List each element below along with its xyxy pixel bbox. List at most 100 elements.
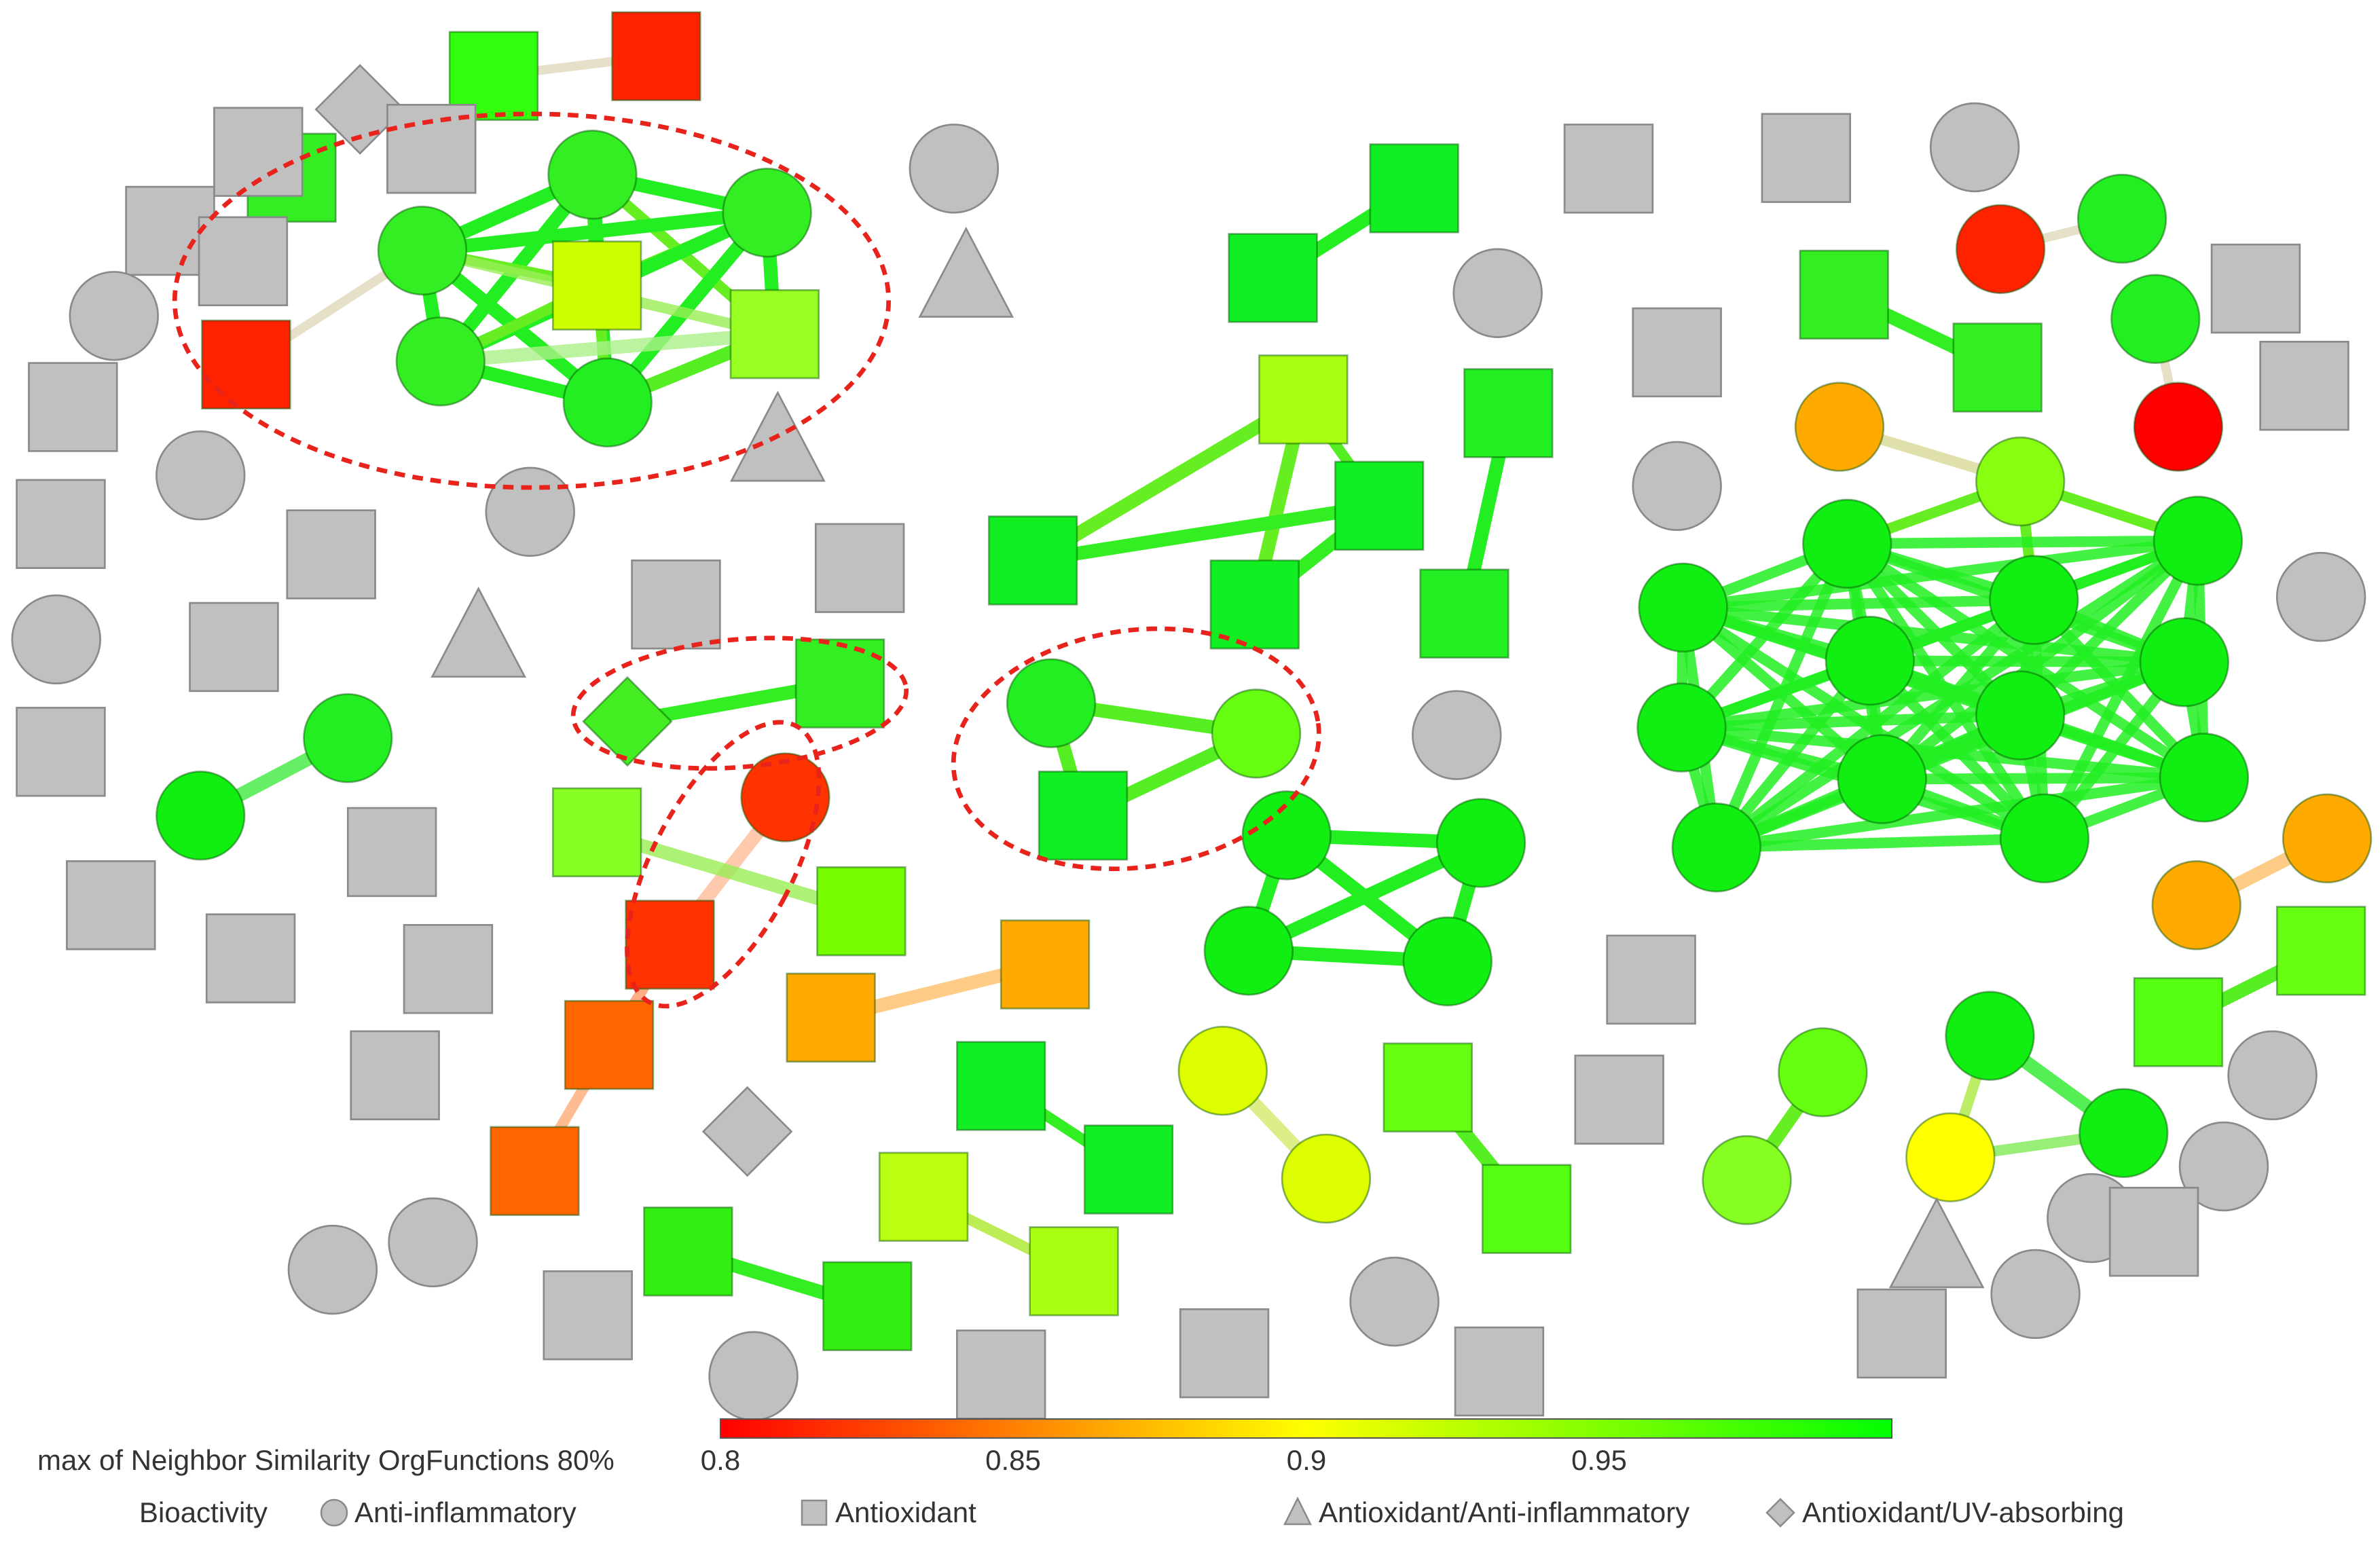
square-node [490, 1126, 580, 1216]
color-scale-title: max of Neighbor Similarity OrgFunctions … [37, 1444, 615, 1476]
circle-node [1801, 498, 1892, 589]
scale-tick-label: 0.8 [701, 1444, 740, 1476]
square-node-gray [1179, 1308, 1270, 1399]
square-node [1369, 143, 1459, 234]
square-node [1383, 1042, 1473, 1132]
square-node [1083, 1124, 1174, 1215]
square-node-gray [1856, 1288, 1947, 1379]
square-node-gray [1454, 1326, 1545, 1417]
legend-label-anti-inflammatory: Anti-inflammatory [354, 1496, 576, 1528]
circle-node [1211, 688, 1302, 779]
circle-node [1945, 991, 2035, 1081]
edge [1681, 710, 2021, 733]
circle-node [1281, 1133, 1372, 1224]
square-node-gray [543, 1270, 633, 1361]
circle-node-gray [287, 1224, 378, 1315]
circle-node [1989, 555, 2079, 645]
circle-node [377, 205, 468, 296]
circle-node [1975, 436, 2066, 527]
circle-node-gray [11, 594, 101, 684]
circle-node [1905, 1112, 1996, 1202]
legend-square-icon [801, 1499, 828, 1526]
square-node-gray [66, 860, 156, 951]
square-node-gray [2210, 243, 2301, 334]
circle-node [1241, 790, 1332, 881]
legend: max of Neighbor Similarity OrgFunctions … [37, 1418, 2124, 1528]
square-node [201, 319, 291, 410]
square-node-gray [2259, 340, 2349, 431]
square-node [1952, 322, 2043, 413]
circle-node-gray [485, 466, 575, 557]
circle-node [1636, 682, 1727, 773]
square-node-gray [28, 362, 118, 452]
circle-node [562, 357, 653, 448]
square-node-gray [346, 807, 437, 898]
edge [1682, 535, 2199, 613]
circle-node [1837, 734, 1927, 824]
edge [1716, 832, 2045, 853]
square-node-gray [198, 216, 289, 306]
circle-node [722, 167, 812, 258]
square-node-gray [1632, 307, 1722, 398]
triangle-node-gray [1888, 1197, 1985, 1289]
circle-node [1999, 793, 2090, 884]
square-node [729, 289, 820, 380]
square-node [625, 900, 715, 990]
square-node [564, 999, 655, 1090]
circle-node-gray [909, 124, 1000, 214]
square-node-gray [955, 1329, 1046, 1420]
circle-node-gray [69, 271, 159, 361]
square-node-gray [1574, 1054, 1664, 1145]
legend-triangle-icon [1283, 1496, 1313, 1526]
square-node [786, 972, 876, 1063]
circle-node [2282, 793, 2373, 884]
square-node [643, 1206, 733, 1297]
square-node [1000, 919, 1091, 1010]
edge [421, 206, 768, 258]
edge [1683, 594, 2034, 613]
edge [1847, 535, 2199, 549]
edge [1681, 657, 2185, 733]
circle-node [1778, 1027, 1868, 1118]
square-node-gray [350, 1030, 440, 1121]
circle-node [1975, 670, 2066, 760]
square-node [955, 1041, 1046, 1131]
color-scale-bar [720, 1418, 1892, 1439]
circle-node [2076, 173, 2167, 264]
legend-label-antioxidant-anti-inflammatory: Antioxidant/Anti-inflammatory [1319, 1496, 1689, 1528]
circle-node-gray [2178, 1121, 2269, 1212]
circle-node [1794, 382, 1885, 472]
circle-node-gray [708, 1331, 799, 1421]
square-node [1228, 233, 1318, 323]
legend-diamond-icon [1765, 1498, 1795, 1528]
square-node-gray [16, 479, 106, 569]
scale-tick-label: 0.95 [1571, 1444, 1627, 1476]
circle-node [1825, 615, 1915, 706]
circle-node-gray [1929, 102, 2020, 193]
edge [1031, 498, 1380, 568]
square-node [794, 638, 885, 729]
square-node-gray [1606, 934, 1696, 1025]
legend-label-antioxidant: Antioxidant [835, 1496, 976, 1528]
circle-node-gray [2227, 1030, 2318, 1121]
circle-node [2153, 496, 2244, 586]
circle-node [1177, 1025, 1268, 1116]
edge [1869, 655, 2184, 668]
circle-node [2151, 860, 2241, 951]
cluster-outline [625, 720, 822, 1009]
square-node [1038, 771, 1129, 861]
circle-node [1006, 658, 1097, 748]
legend-circle-icon [320, 1498, 348, 1527]
square-node [1463, 368, 1554, 458]
circle-node [2159, 733, 2250, 823]
square-node [816, 866, 907, 957]
cluster-outline [570, 635, 909, 771]
circle-node [1402, 916, 1493, 1007]
square-node [987, 515, 1078, 606]
square-node [2133, 977, 2224, 1067]
circle-node-gray [1632, 441, 1722, 532]
square-node-gray [286, 509, 376, 600]
square-node [1029, 1226, 1119, 1316]
circle-node [2079, 1088, 2169, 1179]
